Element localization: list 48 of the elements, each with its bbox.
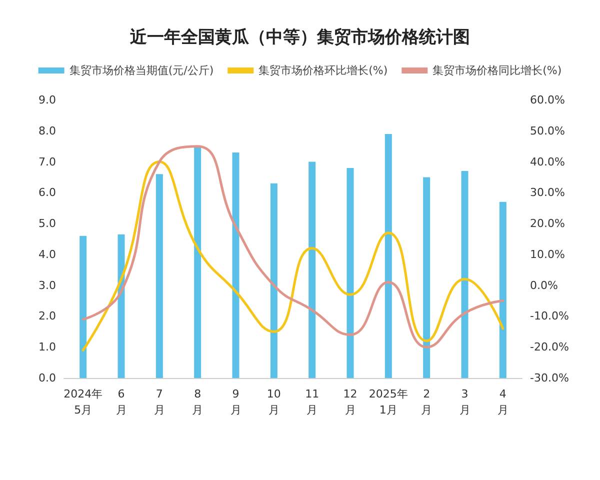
legend-label: 集贸市场价格当期值(元/公斤): [69, 64, 214, 77]
x-tick-label: 12 月: [343, 388, 358, 416]
bar: [308, 162, 316, 378]
x-tick-label: 8 月: [192, 388, 204, 416]
y2-tick-label: 50.0%: [530, 124, 565, 138]
bar: [423, 177, 430, 378]
bar: [499, 202, 506, 378]
bar: [232, 152, 240, 378]
bar: [384, 134, 392, 378]
x-tick-label: 7 月: [154, 388, 165, 416]
y-tick-label: 6.0: [38, 186, 56, 200]
bar: [156, 174, 163, 378]
x-tick-label: 2025年 1月: [368, 388, 408, 416]
bar: [346, 168, 354, 378]
y-tick-label: 5.0: [38, 217, 56, 230]
y2-tick-label: 60.0%: [530, 94, 565, 106]
y-tick-label: 3.0: [38, 278, 56, 292]
y2-tick-label: 40.0%: [530, 155, 565, 168]
legend-label: 集贸市场价格同比增长(%): [432, 64, 562, 77]
bar: [80, 236, 87, 378]
x-tick-label: 6 月: [116, 388, 127, 416]
x-tick-label: 2024年 5月: [64, 388, 103, 416]
x-tick-label: 10 月: [266, 388, 281, 416]
y-tick-label: 7.0: [38, 155, 56, 168]
y-tick-label: 4.0: [38, 248, 56, 261]
y2-tick-label: -30.0%: [530, 372, 569, 384]
y2-tick-label: 10.0%: [530, 248, 565, 261]
legend-label: 集贸市场价格环比增长(%): [258, 64, 388, 77]
bar: [270, 183, 278, 378]
x-tick-label: 9 月: [230, 388, 242, 416]
y2-tick-label: -10.0%: [530, 310, 569, 323]
y-tick-label: 1.0: [38, 340, 56, 354]
x-tick-label: 11 月: [305, 388, 320, 416]
bar: [118, 234, 125, 378]
y2-tick-label: 0.0%: [530, 278, 558, 292]
y2-tick-label: 20.0%: [530, 217, 565, 230]
chart-title: 近一年全国黄瓜（中等）集贸市场价格统计图: [129, 28, 470, 48]
x-tick-label: 2 月: [421, 388, 432, 416]
x-tick-label: 3 月: [459, 388, 470, 416]
y2-tick-label: 30.0%: [530, 186, 565, 200]
y-tick-label: 8.0: [38, 124, 56, 138]
y2-tick-label: -20.0%: [530, 340, 569, 354]
bar: [461, 171, 468, 378]
y-tick-label: 9.0: [38, 94, 56, 106]
x-tick-label: 4 月: [497, 388, 508, 416]
y-tick-label: 0.0: [38, 372, 56, 384]
y-tick-label: 2.0: [38, 310, 56, 323]
bar: [194, 146, 202, 378]
